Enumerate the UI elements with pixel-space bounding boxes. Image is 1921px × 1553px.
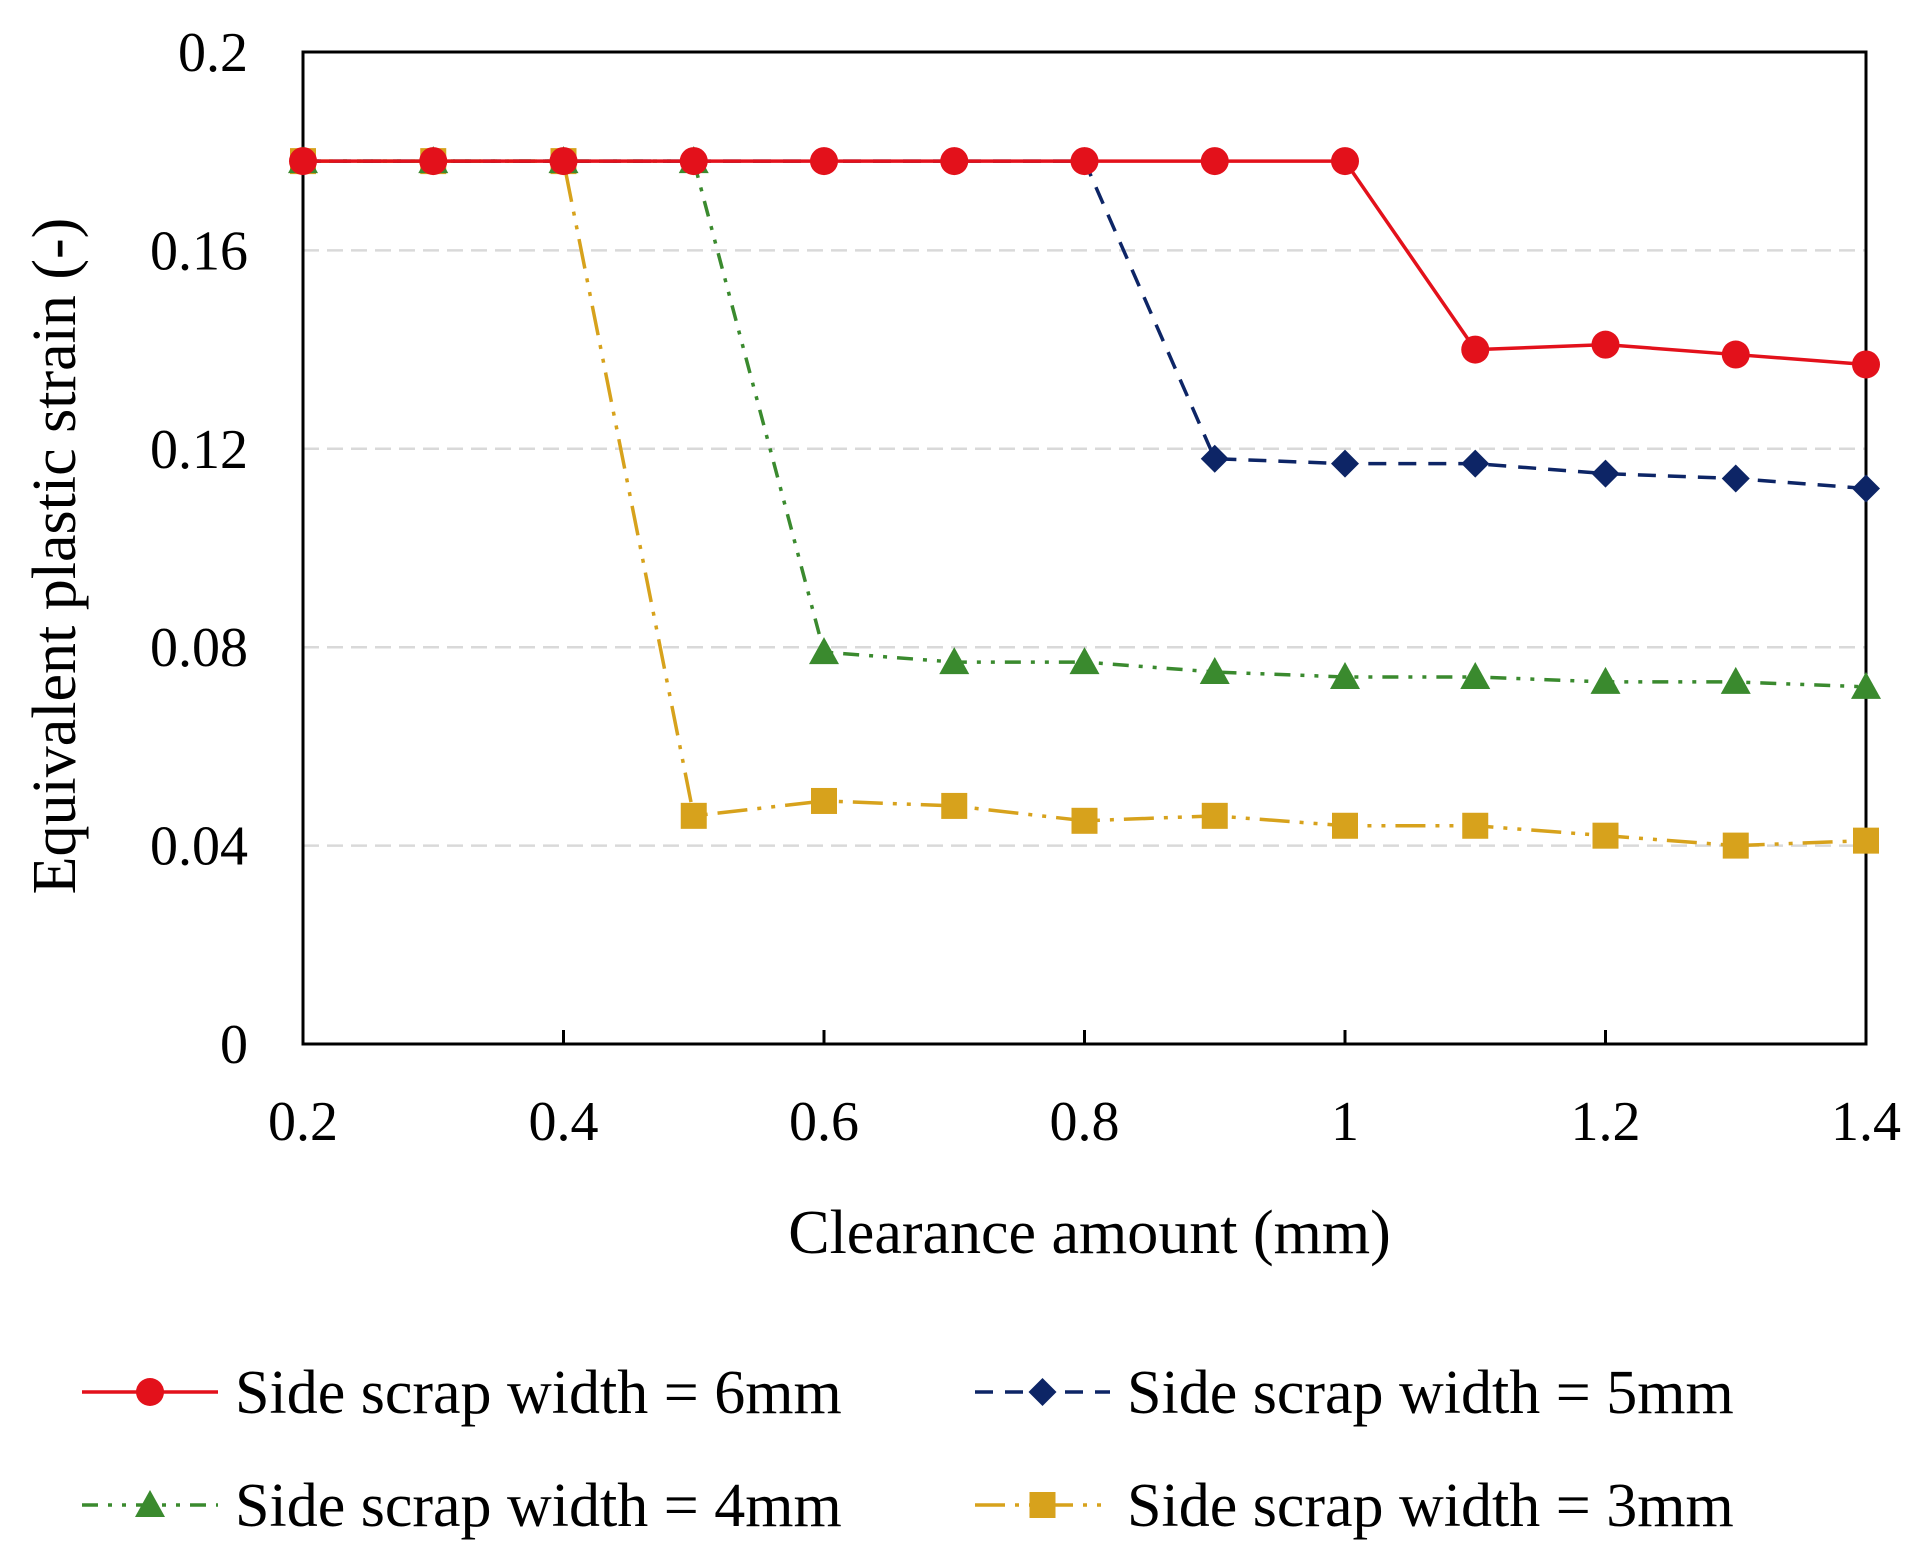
data-point — [1721, 340, 1750, 369]
data-point — [810, 147, 838, 176]
x-tick-label: 1.4 — [1831, 1091, 1901, 1153]
data-point — [679, 147, 708, 176]
x-tick-label: 0.2 — [268, 1091, 338, 1153]
y-tick-label: 0.12 — [150, 419, 248, 481]
data-point — [1200, 444, 1229, 473]
legend-label: Side scrap width = 3mm — [1127, 1472, 1734, 1540]
data-point — [419, 147, 448, 176]
data-point — [809, 637, 839, 665]
legend: Side scrap width = 6mm Side scrap width =… — [82, 1359, 1734, 1540]
data-point — [940, 147, 969, 176]
x-tick-label: 0.6 — [789, 1091, 859, 1153]
data-point — [1852, 474, 1880, 503]
x-tick-label: 1.2 — [1571, 1091, 1641, 1153]
data-point — [1462, 812, 1489, 839]
data-point — [1722, 832, 1749, 859]
legend-marker — [1028, 1378, 1057, 1406]
data-point — [1331, 449, 1359, 478]
data-point — [1852, 350, 1880, 379]
data-point — [1199, 657, 1230, 684]
data-point — [811, 787, 837, 814]
data-point — [1720, 666, 1751, 694]
data-point — [1592, 822, 1619, 849]
data-point — [1332, 812, 1358, 839]
data-point — [1851, 671, 1881, 699]
data-point — [1331, 147, 1359, 176]
data-point — [680, 802, 707, 829]
legend-item: Side scrap width = 5mm — [975, 1359, 1734, 1427]
data-point — [1461, 449, 1490, 478]
x-tick-label: 0.8 — [1050, 1091, 1120, 1153]
data-point — [941, 792, 968, 819]
legend-label: Side scrap width = 5mm — [1127, 1359, 1734, 1427]
series-layer — [288, 146, 1881, 859]
data-point — [1201, 802, 1228, 829]
data-point — [289, 147, 317, 176]
data-point — [549, 147, 578, 176]
legend-marker — [135, 1490, 165, 1517]
series-1 — [289, 147, 1880, 379]
y-tick-label: 0.04 — [150, 816, 248, 878]
x-axis-ticks: 0.2 0.4 0.6 0.8 1 1.2 1.4 — [268, 1030, 1901, 1153]
legend-label: Side scrap width = 4mm — [235, 1472, 842, 1540]
data-point — [1461, 335, 1490, 364]
legend-item: Side scrap width = 4mm — [82, 1472, 842, 1540]
data-point — [1069, 647, 1100, 675]
x-tick-label: 1 — [1331, 1091, 1359, 1153]
legend-marker — [136, 1378, 164, 1406]
y-axis-title: Equivalent plastic strain (-) — [21, 218, 89, 895]
data-point — [1070, 147, 1099, 176]
data-point — [1200, 147, 1229, 176]
data-point — [1591, 459, 1620, 488]
data-point — [1071, 807, 1098, 834]
legend-marker — [1029, 1492, 1056, 1518]
series-4 — [290, 148, 1879, 859]
x-axis-title: Clearance amount (mm) — [788, 1199, 1391, 1267]
y-tick-label: 0.08 — [150, 617, 248, 679]
legend-item: Side scrap width = 6mm — [82, 1359, 842, 1427]
legend-item: Side scrap width = 3mm — [975, 1472, 1734, 1540]
legend-label: Side scrap width = 6mm — [235, 1359, 842, 1427]
y-tick-label: 0.16 — [150, 220, 248, 282]
data-point — [1460, 661, 1491, 689]
y-tick-label: 0.2 — [178, 22, 248, 84]
x-tick-label: 0.4 — [529, 1091, 599, 1153]
data-point — [1853, 827, 1879, 854]
data-point — [1591, 330, 1620, 359]
y-axis-ticks: 0 0.04 0.08 0.12 0.16 0.2 — [150, 22, 248, 1076]
data-point — [1330, 661, 1360, 689]
data-point — [1721, 464, 1750, 493]
data-point — [939, 647, 970, 675]
y-tick-label: 0 — [220, 1014, 248, 1076]
data-point — [1590, 666, 1621, 694]
